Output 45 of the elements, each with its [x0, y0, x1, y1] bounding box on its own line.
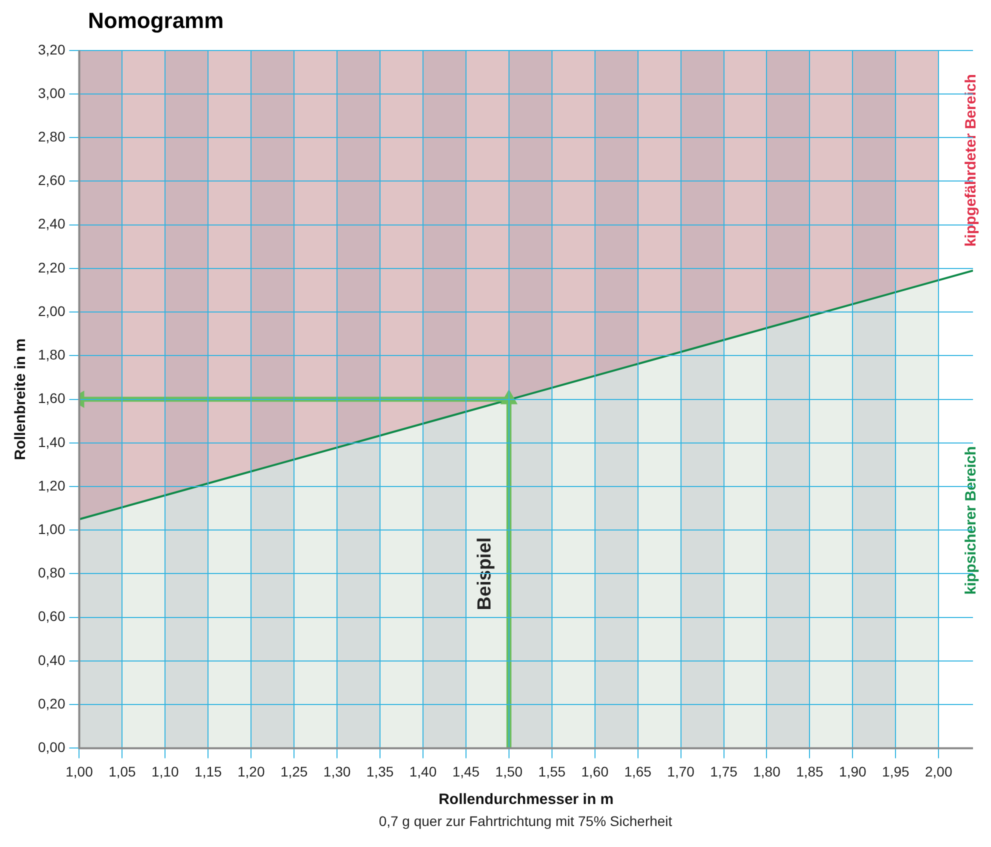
y-tick-label: 2,20 — [38, 259, 66, 276]
x-tick-label: 1,60 — [581, 763, 609, 780]
x-tick-label: 1,65 — [624, 763, 652, 780]
x-tick-label: 1,20 — [238, 763, 265, 780]
y-tick-label: 3,20 — [38, 41, 66, 58]
x-tick-label: 1,95 — [882, 763, 910, 780]
y-tick-label: 1,80 — [38, 346, 66, 363]
x-tick-label: 1,70 — [667, 763, 695, 780]
y-tick-label: 0,60 — [38, 608, 66, 624]
x-tick-label: 2,00 — [925, 763, 952, 780]
y-tick-label: 2,40 — [38, 216, 66, 232]
x-tick-label: 1,90 — [839, 763, 867, 780]
x-tick-label: 1,45 — [452, 763, 480, 780]
x-tick-label: 1,55 — [538, 763, 566, 780]
y-tick-label: 0,20 — [38, 695, 66, 712]
y-tick-label: 1,40 — [38, 434, 66, 450]
y-tick-label: 0,40 — [38, 652, 66, 668]
y-tick-label: 1,00 — [38, 520, 66, 537]
x-tick-label: 1,00 — [66, 763, 94, 780]
chart-title: Nomogramm — [88, 8, 225, 35]
x-tick-label: 1,40 — [409, 763, 437, 780]
x-tick-label: 1,80 — [753, 763, 781, 780]
x-tick-label: 1,75 — [710, 763, 738, 780]
y-tick-label: 1,60 — [38, 390, 66, 406]
text: 0,7 g quer zur Fahrtrichtung mit 75% Sicherheit — [378, 813, 674, 829]
y-tick-label: 0,00 — [38, 739, 66, 756]
y-tick-label: 3,00 — [38, 84, 66, 101]
y-tick-label: 0,80 — [38, 564, 66, 581]
x-tick-label: 1,05 — [108, 763, 136, 780]
x-tick-label: 1,10 — [152, 763, 180, 780]
y-tick-label: 2,00 — [38, 302, 66, 319]
x-tick-label: 1,30 — [323, 763, 351, 780]
x-tick-label: 1,85 — [796, 763, 824, 780]
x-tick-label: 1,50 — [495, 763, 523, 780]
text: Beispiel — [474, 537, 496, 610]
x-tick-label: 1,15 — [194, 763, 222, 780]
x-tick-label: 1,35 — [366, 763, 394, 780]
y-tick-label: 2,60 — [38, 172, 66, 188]
annotation: kippgefährdeter Bereich — [962, 74, 980, 247]
y-axis-title: Rollenbreite in m — [12, 338, 30, 460]
y-tick-label: 1,20 — [38, 477, 66, 494]
x-tick-label: 1,25 — [280, 763, 308, 780]
annotation: kippsicherer Bereich — [962, 446, 980, 595]
y-tick-label: 2,80 — [38, 128, 66, 144]
x-axis-title: Rollendurchmesser in m — [438, 791, 614, 808]
